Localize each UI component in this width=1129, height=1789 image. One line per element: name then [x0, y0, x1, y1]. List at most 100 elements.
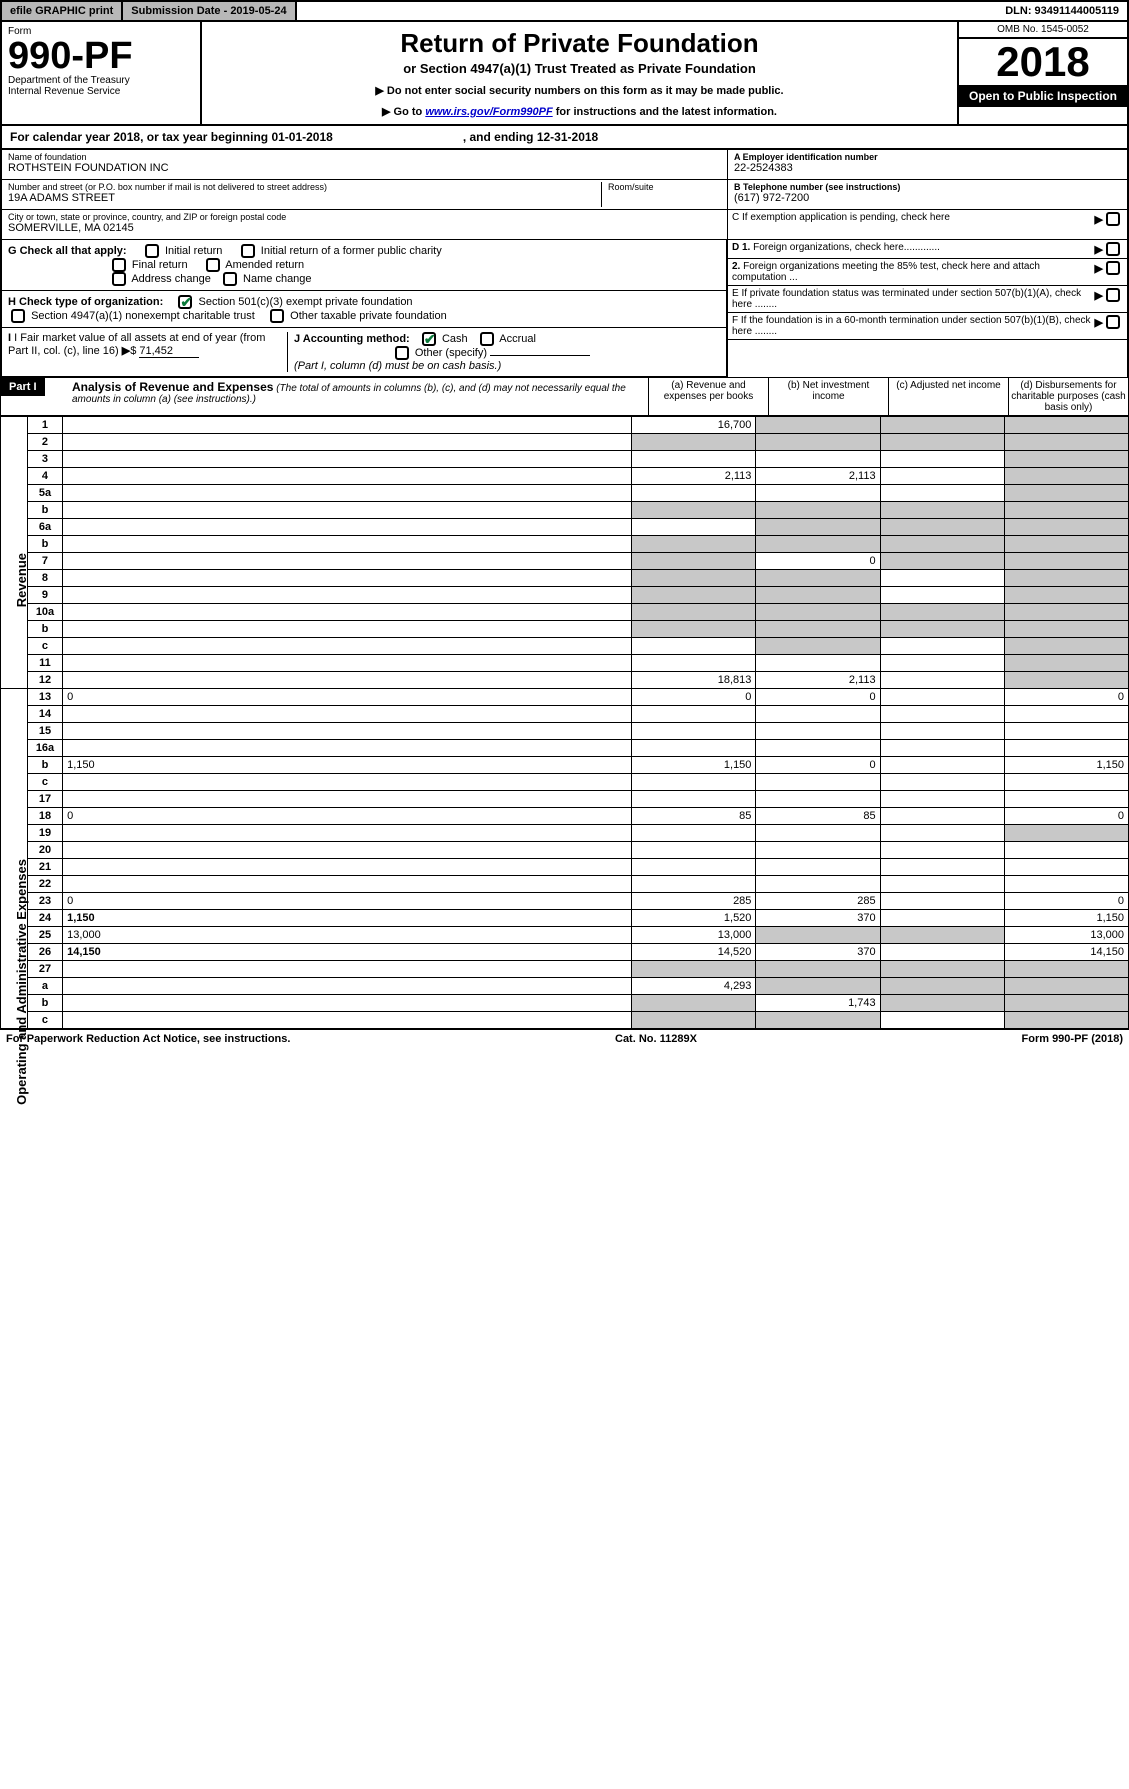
value-cell: 85 — [756, 808, 880, 825]
value-cell — [756, 791, 880, 808]
exemption-pending-label: C If exemption application is pending, c… — [732, 212, 950, 223]
e-cb[interactable] — [1106, 288, 1120, 302]
room-label: Room/suite — [608, 182, 721, 192]
line-number: 21 — [27, 859, 62, 876]
value-cell — [756, 876, 880, 893]
table-row: 2614,15014,52037014,150 — [1, 944, 1129, 961]
value-cell — [756, 1012, 880, 1029]
line-number: 2 — [27, 434, 62, 451]
col-a-header: (a) Revenue and expenses per books — [648, 378, 768, 415]
line-number: 24 — [27, 910, 62, 927]
line-description: 1,150 — [63, 910, 632, 927]
value-cell: 0 — [756, 757, 880, 774]
value-cell — [756, 502, 880, 519]
line-description: 0 — [63, 808, 632, 825]
line-number: 18 — [27, 808, 62, 825]
expenses-section-label: Operating and Administrative Expenses — [1, 689, 28, 1029]
line-description: 0 — [63, 689, 632, 706]
value-cell — [880, 978, 1004, 995]
line-description — [63, 876, 632, 893]
table-row: c — [1, 774, 1129, 791]
line-description — [63, 570, 632, 587]
value-cell: 13,000 — [632, 927, 756, 944]
value-cell — [1004, 434, 1128, 451]
line-description — [63, 706, 632, 723]
value-cell: 13,000 — [1004, 927, 1128, 944]
value-cell — [632, 638, 756, 655]
dln: DLN: 93491144005119 — [997, 2, 1127, 20]
line-description — [63, 621, 632, 638]
value-cell — [632, 791, 756, 808]
d1-cb[interactable] — [1106, 242, 1120, 256]
value-cell — [1004, 740, 1128, 757]
other-method-cb[interactable] — [395, 346, 409, 360]
line-description — [63, 536, 632, 553]
value-cell — [880, 621, 1004, 638]
table-row: 14 — [1, 706, 1129, 723]
accrual-cb[interactable] — [480, 332, 494, 346]
omb-number: OMB No. 1545-0052 — [959, 22, 1127, 39]
line-description — [63, 825, 632, 842]
table-row: 17 — [1, 791, 1129, 808]
line-description — [63, 451, 632, 468]
amended-cb[interactable] — [206, 258, 220, 272]
line-number: 22 — [27, 876, 62, 893]
value-cell — [632, 1012, 756, 1029]
initial-return-cb[interactable] — [145, 244, 159, 258]
value-cell — [880, 825, 1004, 842]
line-description — [63, 978, 632, 995]
value-cell — [756, 842, 880, 859]
table-row: 70 — [1, 553, 1129, 570]
value-cell — [1004, 417, 1128, 434]
line-description — [63, 553, 632, 570]
cash-cb[interactable] — [422, 332, 436, 346]
value-cell — [1004, 451, 1128, 468]
value-cell: 16,700 — [632, 417, 756, 434]
f-cb[interactable] — [1106, 315, 1120, 329]
line-number: 20 — [27, 842, 62, 859]
value-cell — [880, 655, 1004, 672]
addr-change-cb[interactable] — [112, 272, 126, 286]
line-description: 1,150 — [63, 757, 632, 774]
irs-link[interactable]: www.irs.gov/Form990PF — [425, 106, 552, 118]
exemption-checkbox[interactable] — [1106, 212, 1120, 226]
value-cell — [1004, 468, 1128, 485]
value-cell — [1004, 485, 1128, 502]
phone: (617) 972-7200 — [734, 192, 1121, 204]
other-taxable-cb[interactable] — [270, 309, 284, 323]
value-cell — [880, 638, 1004, 655]
value-cell — [1004, 706, 1128, 723]
table-row: 3 — [1, 451, 1129, 468]
value-cell — [632, 774, 756, 791]
line-description — [63, 995, 632, 1012]
value-cell: 2,113 — [756, 468, 880, 485]
value-cell: 14,150 — [1004, 944, 1128, 961]
value-cell — [880, 689, 1004, 706]
value-cell — [632, 876, 756, 893]
table-row: Operating and Administrative Expenses130… — [1, 689, 1129, 706]
col-d-header: (d) Disbursements for charitable purpose… — [1008, 378, 1128, 415]
form-header: Form 990-PF Department of the Treasury I… — [0, 22, 1129, 126]
table-row: 21 — [1, 859, 1129, 876]
final-return-cb[interactable] — [112, 258, 126, 272]
value-cell — [632, 842, 756, 859]
ein: 22-2524383 — [734, 162, 1121, 174]
line-description — [63, 961, 632, 978]
501c3-cb[interactable] — [178, 295, 192, 309]
value-cell — [632, 536, 756, 553]
d2-cb[interactable] — [1106, 261, 1120, 275]
value-cell — [880, 570, 1004, 587]
4947a1-cb[interactable] — [11, 309, 25, 323]
value-cell — [756, 706, 880, 723]
table-row: 11 — [1, 655, 1129, 672]
value-cell — [632, 740, 756, 757]
name-change-cb[interactable] — [223, 272, 237, 286]
line-number: 16a — [27, 740, 62, 757]
initial-former-cb[interactable] — [241, 244, 255, 258]
value-cell — [632, 706, 756, 723]
line-description — [63, 519, 632, 536]
submission-date: Submission Date - 2019-05-24 — [123, 2, 296, 20]
value-cell — [1004, 961, 1128, 978]
table-row: 2513,00013,00013,000 — [1, 927, 1129, 944]
cal-year-begin: For calendar year 2018, or tax year begi… — [10, 130, 333, 144]
